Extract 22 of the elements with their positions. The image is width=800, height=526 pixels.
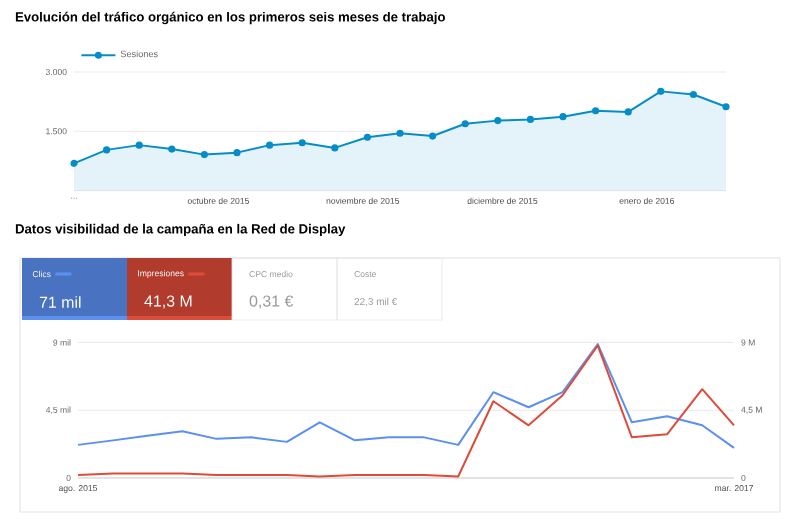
line-series bbox=[77, 343, 735, 449]
point bbox=[526, 115, 534, 124]
point bbox=[657, 87, 665, 95]
point bbox=[233, 149, 241, 157]
point bbox=[168, 145, 176, 153]
point bbox=[592, 107, 600, 115]
point bbox=[331, 144, 339, 152]
point bbox=[624, 108, 632, 116]
point bbox=[200, 151, 208, 159]
point bbox=[70, 159, 78, 167]
point bbox=[559, 113, 567, 121]
point bbox=[461, 120, 469, 128]
point bbox=[689, 90, 697, 99]
point bbox=[494, 117, 502, 125]
point bbox=[103, 146, 111, 154]
point bbox=[722, 103, 730, 111]
point bbox=[429, 132, 437, 140]
point bbox=[363, 133, 371, 141]
point bbox=[266, 141, 274, 149]
point bbox=[298, 139, 306, 147]
point bbox=[396, 129, 404, 137]
point bbox=[135, 141, 143, 149]
